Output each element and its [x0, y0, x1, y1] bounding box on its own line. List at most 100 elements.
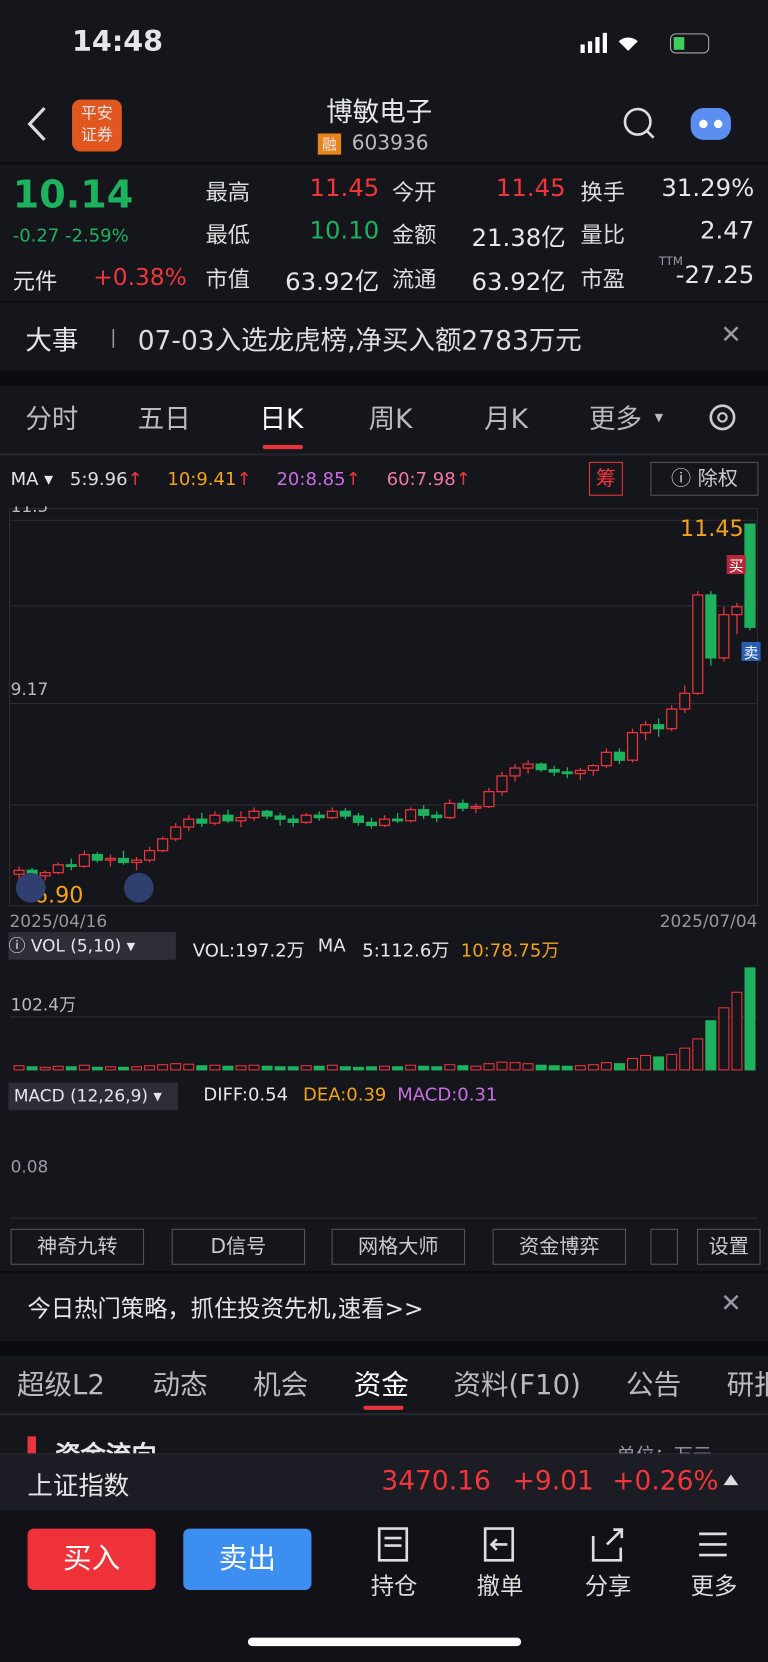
- tool-btn[interactable]: 神奇九转: [10, 1228, 145, 1265]
- logo[interactable]: 平安 证券: [72, 99, 122, 152]
- period-tab[interactable]: 周K: [368, 403, 413, 435]
- quote-value: 11.45: [309, 174, 380, 203]
- index-name: 上证指数: [27, 1471, 130, 1502]
- candle-body: [130, 859, 143, 864]
- ma-value: 10:9.41: [167, 469, 237, 491]
- quote-label: 最高: [205, 180, 250, 206]
- news-text[interactable]: 07-03入选龙虎榜,净买入额2783万元: [137, 325, 582, 356]
- buy-btn[interactable]: 买入: [27, 1528, 156, 1591]
- back[interactable]: [21, 104, 53, 146]
- candle-body: [561, 771, 573, 775]
- candle-body: [626, 732, 639, 761]
- vol-bar: [326, 1064, 338, 1071]
- vol-bar: [483, 1063, 495, 1071]
- candle-body: [535, 763, 547, 771]
- quote-label: 今开: [391, 180, 437, 206]
- buy-mark-bg: [726, 555, 746, 575]
- action-icon[interactable]: [374, 1525, 412, 1563]
- action-icon[interactable]: [480, 1525, 518, 1563]
- sub-tab[interactable]: 公告: [626, 1369, 682, 1402]
- promo[interactable]: 今日热门策略，抓住投资先机,速看>>: [27, 1296, 424, 1324]
- vol-bar: [144, 1065, 156, 1071]
- change-pct: -2.59%: [65, 225, 129, 247]
- tool-btn[interactable]: D信号: [171, 1228, 306, 1265]
- vol-bar: [209, 1064, 221, 1071]
- candle-body: [78, 853, 90, 868]
- dea: DEA:0.39: [302, 1084, 387, 1106]
- candle-body: [483, 791, 495, 808]
- candle-body: [522, 763, 534, 769]
- fq-btn[interactable]: ⓘ 除权: [650, 461, 759, 496]
- vol-bar: [300, 1065, 312, 1071]
- quote-value: 2.47: [699, 217, 755, 245]
- ttm: TTM: [658, 254, 683, 269]
- candle-body: [653, 724, 665, 730]
- period-tab[interactable]: 日K: [259, 403, 304, 435]
- vol-bar: [666, 1053, 678, 1071]
- vol-bar: [418, 1065, 430, 1071]
- tool-btn[interactable]: 网格大师: [331, 1228, 466, 1265]
- change: -0.27 -2.59%: [13, 226, 129, 247]
- vol-bar: [222, 1065, 234, 1071]
- vol-bar: [196, 1065, 208, 1071]
- stock-code[interactable]: 603936: [351, 131, 429, 155]
- tool-btn[interactable]: 设置: [697, 1228, 761, 1265]
- action-item[interactable]: 持仓: [370, 1574, 418, 1601]
- quote-label: 市盈: [580, 266, 625, 293]
- vol-bar: [170, 1063, 182, 1071]
- sub-tab[interactable]: 资料(F10): [453, 1369, 581, 1402]
- action-item[interactable]: 分享: [584, 1574, 632, 1601]
- quote-value: 63.92亿: [471, 269, 566, 297]
- vol-bar: [379, 1065, 391, 1071]
- quote-value: -27.25: [675, 261, 755, 290]
- action-icon[interactable]: [694, 1525, 732, 1563]
- index-value: 3470.16: [381, 1465, 491, 1496]
- vol-bar: [131, 1066, 143, 1071]
- action-item[interactable]: 更多: [690, 1574, 738, 1601]
- quote-label: 流通: [391, 266, 437, 293]
- vol-bar: [52, 1065, 64, 1071]
- ma-value: 20:8.85: [276, 469, 346, 491]
- candle-body: [574, 769, 586, 775]
- sub-tab[interactable]: 研报: [726, 1369, 768, 1402]
- vol-select[interactable]: ⓘ VOL (5,10) ▾: [8, 932, 176, 960]
- sub-tab[interactable]: 资金: [353, 1369, 409, 1402]
- index-bar[interactable]: [0, 1453, 768, 1512]
- candle-body: [300, 814, 312, 823]
- vol-ma10: 10:78.75万: [460, 940, 560, 962]
- action-item[interactable]: 撤单: [476, 1574, 524, 1601]
- period-tab[interactable]: 月K: [484, 403, 528, 435]
- quote-value: 11.45: [495, 174, 566, 203]
- candle-body: [378, 818, 391, 827]
- candle-body: [104, 857, 117, 861]
- vol-bar: [496, 1061, 508, 1071]
- candle-body: [352, 815, 365, 823]
- candle-body: [613, 751, 626, 761]
- ma-label[interactable]: MA ▾: [10, 469, 54, 491]
- quote-label: 市值: [205, 266, 250, 293]
- period-tab[interactable]: 分时: [25, 403, 79, 435]
- period-tab[interactable]: 更多: [588, 403, 642, 435]
- macd-select[interactable]: MACD (12,26,9) ▾: [8, 1082, 178, 1111]
- candle-body: [339, 810, 351, 817]
- period-tab[interactable]: 五日: [137, 403, 191, 435]
- sell-btn[interactable]: 卖出: [183, 1528, 312, 1591]
- tool-btn[interactable]: [650, 1228, 678, 1265]
- margin-tag: 融: [317, 133, 342, 155]
- candle-body: [39, 872, 51, 877]
- sub-tab[interactable]: 超级L2: [16, 1369, 105, 1402]
- action-icon[interactable]: [588, 1525, 626, 1563]
- candle-body: [731, 606, 743, 616]
- diff: DIFF:0.54: [203, 1084, 289, 1106]
- candle-body: [365, 821, 378, 827]
- tool-btn[interactable]: 资金博弈: [492, 1228, 627, 1265]
- chips-btn[interactable]: 筹: [588, 461, 623, 496]
- vol-bar: [627, 1057, 639, 1071]
- header-icons[interactable]: [621, 104, 738, 146]
- y-tick-label: 11.5: [11, 506, 49, 515]
- settings-icon[interactable]: [705, 400, 739, 434]
- sub-tab[interactable]: 机会: [253, 1369, 309, 1402]
- vol-bar: [248, 1064, 260, 1071]
- vol-bar: [365, 1066, 377, 1071]
- sub-tab[interactable]: 动态: [152, 1369, 208, 1402]
